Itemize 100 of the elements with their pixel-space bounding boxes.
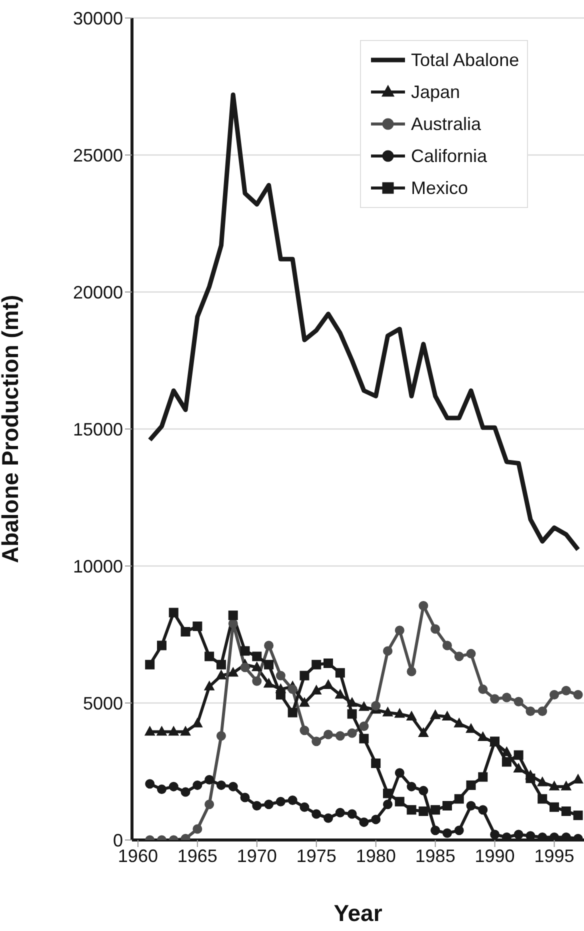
point xyxy=(514,763,524,773)
point xyxy=(312,660,322,670)
point xyxy=(300,726,310,736)
point xyxy=(276,796,286,806)
point xyxy=(216,731,226,741)
point xyxy=(276,670,286,680)
point xyxy=(264,660,274,670)
point xyxy=(359,722,369,732)
point xyxy=(538,706,548,716)
point xyxy=(537,777,548,786)
point xyxy=(204,800,214,810)
x-tick-label: 1985 xyxy=(415,846,456,866)
point xyxy=(490,830,500,840)
point xyxy=(502,746,512,756)
point xyxy=(252,676,262,686)
point xyxy=(538,794,548,804)
point xyxy=(312,809,322,819)
point xyxy=(276,690,286,700)
point xyxy=(442,828,452,838)
point xyxy=(454,826,464,836)
point xyxy=(168,782,178,792)
point xyxy=(502,757,512,767)
point xyxy=(216,670,226,680)
point xyxy=(538,832,548,840)
point xyxy=(478,805,488,815)
point xyxy=(347,809,357,819)
point xyxy=(216,660,226,670)
point xyxy=(192,622,202,632)
y-tick-label: 30000 xyxy=(72,8,123,28)
y-tick-label: 15000 xyxy=(72,419,123,440)
point xyxy=(550,802,560,812)
x-axis-title: Year xyxy=(334,900,382,926)
point xyxy=(204,681,214,690)
point xyxy=(240,646,250,656)
point xyxy=(382,788,392,798)
point xyxy=(526,706,536,716)
point xyxy=(561,686,571,696)
point xyxy=(228,782,238,792)
point xyxy=(394,626,404,636)
point xyxy=(324,658,334,668)
point xyxy=(228,618,238,628)
point xyxy=(526,831,536,840)
point xyxy=(550,690,560,700)
point xyxy=(382,800,392,810)
point xyxy=(371,814,381,824)
y-tick-label: 5000 xyxy=(82,693,123,714)
point xyxy=(406,782,416,792)
point xyxy=(514,830,524,840)
point xyxy=(252,801,262,810)
point xyxy=(573,810,583,820)
point xyxy=(430,826,440,836)
point xyxy=(478,772,488,782)
point xyxy=(335,668,345,678)
point xyxy=(347,728,357,738)
point xyxy=(561,781,572,790)
point xyxy=(478,732,488,742)
x-tick-label: 1980 xyxy=(356,846,396,866)
point xyxy=(466,648,476,658)
point xyxy=(371,758,381,768)
point xyxy=(180,726,191,736)
point xyxy=(264,800,274,810)
legend-label: California xyxy=(411,146,488,166)
point xyxy=(430,805,440,815)
x-tick-label: 1970 xyxy=(236,846,277,866)
point xyxy=(490,694,500,704)
point xyxy=(335,808,345,818)
point xyxy=(406,711,417,720)
point xyxy=(228,610,238,620)
point xyxy=(466,780,476,790)
point xyxy=(382,646,392,656)
point xyxy=(382,707,393,716)
point xyxy=(347,709,357,719)
y-tick-label: 20000 xyxy=(72,282,123,302)
point xyxy=(430,624,440,634)
y-tick-label: 25000 xyxy=(72,145,123,166)
point xyxy=(192,780,202,790)
point xyxy=(324,813,334,823)
x-tick-label: 1995 xyxy=(534,846,574,866)
point xyxy=(394,768,404,778)
point xyxy=(288,684,298,694)
point xyxy=(358,702,369,711)
point xyxy=(561,806,571,816)
point xyxy=(192,824,202,834)
point xyxy=(311,685,322,694)
point xyxy=(359,734,369,744)
point xyxy=(192,718,202,728)
point xyxy=(156,640,166,650)
point xyxy=(264,678,274,688)
point xyxy=(502,832,512,840)
point xyxy=(442,801,452,810)
point xyxy=(418,786,428,796)
point xyxy=(180,627,190,637)
point xyxy=(430,710,440,720)
point xyxy=(204,774,214,784)
point xyxy=(442,711,452,720)
point xyxy=(216,780,226,790)
x-tick-label: 1990 xyxy=(474,846,515,866)
point xyxy=(466,724,476,733)
point xyxy=(335,689,346,699)
point xyxy=(252,662,262,672)
